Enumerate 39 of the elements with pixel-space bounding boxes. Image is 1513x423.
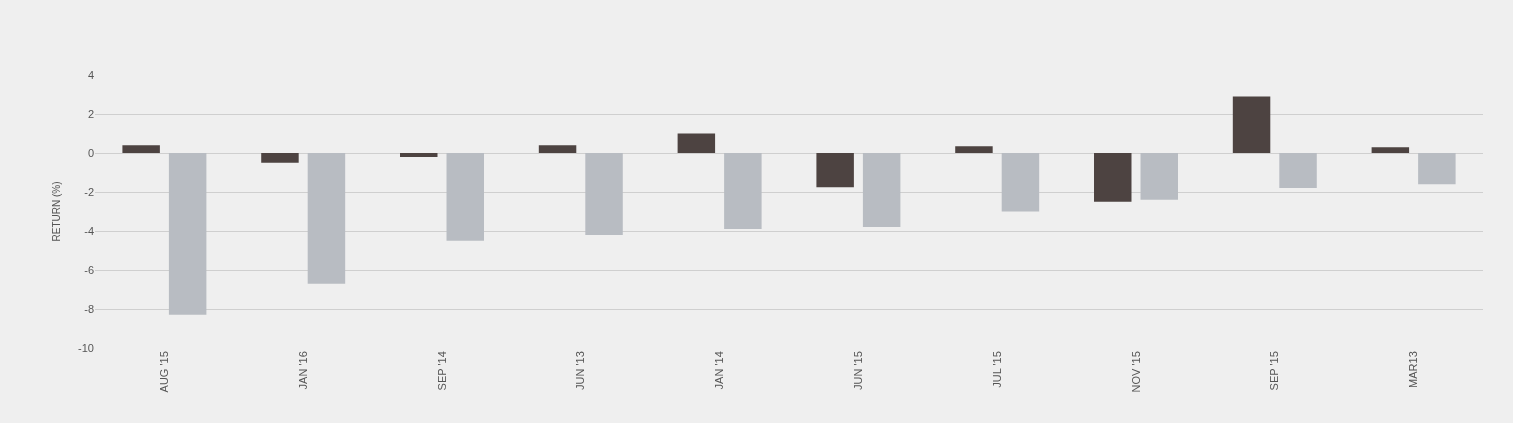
y-axis-title: RETURN (%) <box>51 181 63 242</box>
bar <box>1094 153 1132 202</box>
y-tick-label: -10 <box>78 341 94 354</box>
x-tick-label: JUN '15 <box>851 351 864 390</box>
x-tick-label: SEP '15 <box>1268 351 1281 391</box>
y-tick-label: -6 <box>84 263 94 276</box>
x-tick-label: JUL '15 <box>990 351 1003 388</box>
bar <box>538 145 577 153</box>
bar <box>1418 153 1456 185</box>
x-tick-label: SEP '14 <box>435 351 448 391</box>
bar <box>1371 147 1410 153</box>
x-tick-label: JAN '16 <box>296 351 309 390</box>
y-tick-label: 2 <box>87 107 94 120</box>
bar <box>724 153 762 230</box>
y-tick-label: 0 <box>87 146 94 159</box>
x-tick-label: MAR13 <box>1407 351 1420 388</box>
x-tick-label: NOV '15 <box>1129 351 1142 393</box>
x-tick-label: JAN '14 <box>713 351 726 390</box>
y-tick-label: -4 <box>84 224 94 237</box>
y-tick-label: -8 <box>84 302 94 315</box>
bar <box>816 153 854 188</box>
bar <box>446 153 484 241</box>
y-tick-label: -2 <box>84 185 94 198</box>
bar <box>168 153 207 315</box>
bar <box>955 146 993 153</box>
bar <box>677 133 716 153</box>
bar <box>122 145 160 153</box>
x-tick-label: JUN '13 <box>574 351 587 390</box>
bar <box>862 153 901 228</box>
bar <box>400 153 438 157</box>
bar <box>1232 96 1271 153</box>
bar <box>1279 153 1317 189</box>
y-tick-label: 4 <box>87 68 94 81</box>
bar <box>585 153 623 235</box>
bar <box>1140 153 1178 200</box>
x-tick-label: AUG '15 <box>157 351 170 393</box>
bar <box>1001 153 1040 212</box>
bar <box>307 153 346 284</box>
bar <box>261 153 299 163</box>
